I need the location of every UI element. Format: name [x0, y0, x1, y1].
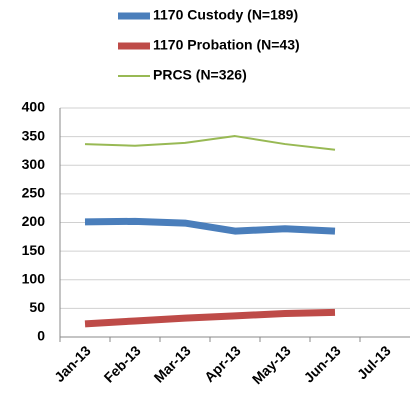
series-line [84, 135, 336, 151]
x-tick-label: May-13 [249, 342, 294, 387]
legend-label: 1170 Probation (N=43) [153, 37, 300, 53]
legend-label: 1170 Custody (N=189) [153, 7, 298, 23]
y-tick-label: 0 [37, 328, 45, 344]
y-tick-label: 200 [22, 213, 46, 229]
y-tick-label: 350 [22, 127, 46, 143]
y-tick-label: 300 [22, 156, 46, 172]
series-line [84, 308, 336, 328]
x-tick-label: Apr-13 [201, 342, 244, 385]
y-tick-label: 250 [22, 185, 46, 201]
series-line [84, 217, 336, 235]
y-tick-label: 100 [22, 270, 46, 286]
y-tick-label: 400 [22, 99, 46, 115]
y-tick-label: 150 [22, 242, 46, 258]
x-tick-label: Mar-13 [151, 342, 194, 385]
x-tick-label: Jun-13 [301, 342, 344, 385]
x-tick-label: Jul-13 [354, 342, 394, 382]
legend-label: PRCS (N=326) [153, 67, 247, 83]
y-tick-label: 50 [29, 299, 45, 315]
x-tick-label: Jan-13 [51, 342, 94, 385]
x-tick-label: Feb-13 [101, 342, 144, 385]
